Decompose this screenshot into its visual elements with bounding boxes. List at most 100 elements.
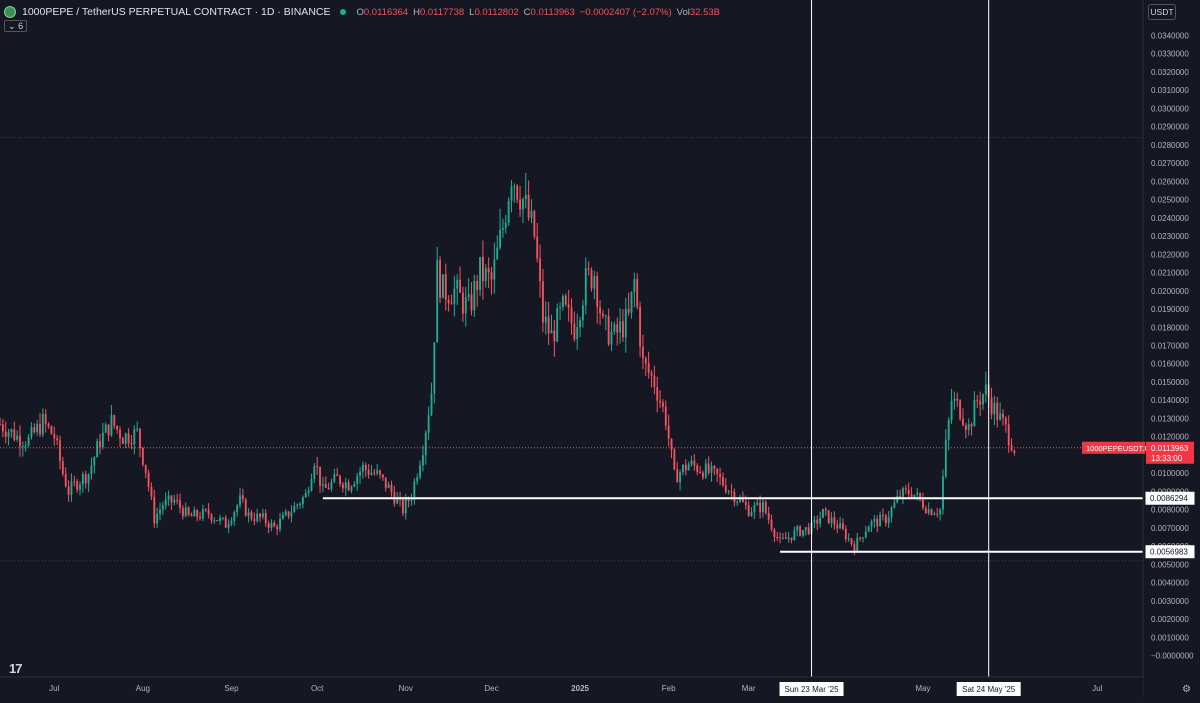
candle-body[interactable] <box>33 427 36 433</box>
candle-body[interactable] <box>196 510 199 517</box>
candle-body[interactable] <box>513 185 516 187</box>
candle-body[interactable] <box>459 279 461 293</box>
candle-body[interactable] <box>13 429 16 440</box>
indicators-count-badge[interactable]: ⌄ 6 <box>4 20 28 32</box>
candle-body[interactable] <box>636 278 639 307</box>
candle-body[interactable] <box>273 522 276 527</box>
candle-body[interactable] <box>664 406 667 426</box>
candle-body[interactable] <box>416 477 419 482</box>
candle-body[interactable] <box>324 484 327 488</box>
candle-body[interactable] <box>759 502 762 513</box>
candle-body[interactable] <box>627 308 630 313</box>
candle-body[interactable] <box>964 425 967 430</box>
candle-body[interactable] <box>473 281 476 311</box>
candle-body[interactable] <box>261 513 264 518</box>
candle-body[interactable] <box>750 512 753 516</box>
candle-body[interactable] <box>319 466 321 486</box>
candle-body[interactable] <box>150 486 153 497</box>
candle-body[interactable] <box>733 491 736 503</box>
candle-body[interactable] <box>510 186 513 202</box>
candle-body[interactable] <box>107 424 110 436</box>
candle-body[interactable] <box>676 469 679 483</box>
candle-body[interactable] <box>564 295 567 305</box>
candle-body[interactable] <box>413 481 416 500</box>
candle-body[interactable] <box>539 258 541 282</box>
candle-body[interactable] <box>650 372 653 376</box>
candle-body[interactable] <box>104 424 107 433</box>
candle-body[interactable] <box>570 307 573 324</box>
candle-body[interactable] <box>16 435 19 440</box>
candle-body[interactable] <box>110 415 113 436</box>
candle-body[interactable] <box>1 424 4 432</box>
candle-body[interactable] <box>747 505 750 516</box>
candle-body[interactable] <box>227 524 230 528</box>
candle-body[interactable] <box>259 513 261 518</box>
candle-body[interactable] <box>807 527 810 534</box>
candle-body[interactable] <box>784 537 787 539</box>
candle-body[interactable] <box>304 492 307 498</box>
candle-body[interactable] <box>990 397 993 415</box>
candle-body[interactable] <box>0 423 1 425</box>
candle-body[interactable] <box>353 483 356 487</box>
candle-body[interactable] <box>802 530 804 536</box>
candle-body[interactable] <box>722 477 724 486</box>
candle-body[interactable] <box>56 438 59 441</box>
candle-body[interactable] <box>530 211 533 218</box>
candle-body[interactable] <box>79 484 81 490</box>
candle-body[interactable] <box>427 415 430 433</box>
candle-body[interactable] <box>870 521 873 527</box>
candle-body[interactable] <box>173 499 176 503</box>
candle-body[interactable] <box>673 449 676 470</box>
candle-body[interactable] <box>559 307 561 309</box>
candle-body[interactable] <box>599 307 602 314</box>
candle-body[interactable] <box>684 464 687 471</box>
candle-body[interactable] <box>953 398 956 401</box>
candle-body[interactable] <box>279 519 281 530</box>
candle-body[interactable] <box>333 474 336 482</box>
candle-body[interactable] <box>764 501 767 513</box>
candle-body[interactable] <box>616 324 619 333</box>
candle-body[interactable] <box>419 465 421 478</box>
gear-icon[interactable]: ⚙ <box>1182 684 1191 695</box>
candle-body[interactable] <box>287 511 290 517</box>
candle-body[interactable] <box>739 498 742 502</box>
candle-body[interactable] <box>819 517 822 524</box>
candle-body[interactable] <box>947 419 950 440</box>
candle-body[interactable] <box>644 358 647 364</box>
candle-body[interactable] <box>782 537 784 539</box>
candle-body[interactable] <box>521 199 524 210</box>
candle-body[interactable] <box>796 526 799 531</box>
candle-body[interactable] <box>630 291 633 313</box>
candle-body[interactable] <box>281 514 284 520</box>
candle-body[interactable] <box>250 512 253 519</box>
candle-body[interactable] <box>127 433 130 444</box>
candle-body[interactable] <box>156 513 159 524</box>
candle-body[interactable] <box>487 268 490 273</box>
candle-body[interactable] <box>421 455 424 466</box>
candle-body[interactable] <box>153 496 156 524</box>
candle-body[interactable] <box>687 464 690 471</box>
candle-body[interactable] <box>119 429 121 439</box>
candle-body[interactable] <box>476 281 479 291</box>
candle-body[interactable] <box>573 323 576 340</box>
candle-body[interactable] <box>596 276 599 308</box>
candle-body[interactable] <box>233 512 236 521</box>
candle-body[interactable] <box>410 499 413 502</box>
candle-body[interactable] <box>736 501 739 503</box>
candle-body[interactable] <box>133 429 136 445</box>
candle-body[interactable] <box>956 398 959 401</box>
candle-body[interactable] <box>207 509 210 515</box>
candle-body[interactable] <box>730 491 733 493</box>
candle-body[interactable] <box>436 259 439 343</box>
candle-body[interactable] <box>699 471 702 473</box>
candle-body[interactable] <box>176 499 179 501</box>
candle-body[interactable] <box>401 499 404 514</box>
candle-body[interactable] <box>890 507 893 518</box>
candle-body[interactable] <box>239 495 241 506</box>
candle-body[interactable] <box>622 321 624 338</box>
candle-body[interactable] <box>950 400 953 420</box>
candle-body[interactable] <box>84 473 87 484</box>
plot-background[interactable] <box>0 0 1143 677</box>
candle-body[interactable] <box>667 425 670 439</box>
candle-body[interactable] <box>241 495 244 500</box>
